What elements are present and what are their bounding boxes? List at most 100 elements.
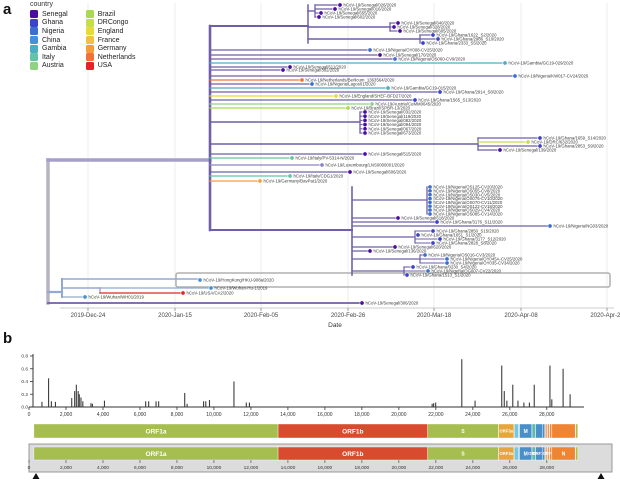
legend-color-swatch bbox=[30, 53, 38, 62]
tip-label: hCoV-19/Ghana/3177_S12/2020 bbox=[444, 237, 507, 242]
genome-axis-tick-label: 6,000 bbox=[134, 465, 146, 471]
tree-tip bbox=[502, 60, 508, 66]
tip-label: hCoV-19/Luxembourg/LNS0000001/2020 bbox=[326, 163, 405, 168]
panel-b-label: b bbox=[3, 330, 13, 347]
tree-tip bbox=[377, 52, 383, 58]
tip-label: hCoV-19/USA/CA2/2020 bbox=[187, 291, 235, 296]
tip-label: hCoV-19/Nigeria/Lagos01/2020 bbox=[316, 82, 377, 87]
tree-tip bbox=[497, 147, 503, 153]
tree-tip bbox=[444, 256, 450, 262]
tip-label: hCoV-19/Senegal/032/2020 bbox=[369, 110, 422, 115]
tree-tip bbox=[257, 178, 263, 184]
legend-item: Senegal bbox=[30, 10, 68, 19]
gene-label: S bbox=[461, 429, 465, 435]
tree-tip bbox=[362, 151, 368, 157]
legend-color-swatch bbox=[30, 10, 38, 19]
bar-x-tick-label: 26,000 bbox=[502, 412, 518, 418]
tree-axis-tick-label: 2020-Jan-15 bbox=[158, 313, 192, 319]
legend-country-label: USA bbox=[97, 62, 113, 70]
gene-segment bbox=[535, 423, 543, 439]
tip-label: hCoV-19/Nigeria/OG007-CV22/2020 bbox=[432, 269, 502, 274]
tree-tip bbox=[318, 10, 324, 16]
tree-axis-tick-label: 2020-Feb-05 bbox=[244, 313, 279, 319]
legend-item: China bbox=[30, 36, 68, 45]
tip-label: hCoV-19/Austria/CeMM0645/2020 bbox=[376, 102, 442, 107]
tree-tip bbox=[82, 294, 88, 300]
legend-country-label: China bbox=[42, 36, 61, 44]
genome-axis-tick-label: 26,000 bbox=[502, 465, 517, 471]
tree-tip bbox=[367, 248, 373, 254]
tree-tip bbox=[345, 105, 351, 111]
genome-axis-tick-label: 10,000 bbox=[207, 465, 222, 471]
tip-label: hCoV-19/Italy/PV-5314-N/2020 bbox=[296, 156, 355, 161]
tree-tip bbox=[287, 173, 293, 179]
gene-segment bbox=[531, 423, 536, 439]
gene-label: M bbox=[524, 429, 528, 435]
legend-color-swatch bbox=[85, 10, 94, 19]
tip-label: hCoV-19/England/SHEF-BFD27/2020 bbox=[340, 94, 413, 99]
gene-segment bbox=[498, 423, 515, 439]
tree-tip bbox=[319, 162, 325, 168]
bar-x-tick-label: 16,000 bbox=[317, 412, 333, 418]
bar-y-tick-label: 0.4 bbox=[21, 379, 28, 385]
tree-tip bbox=[427, 200, 433, 205]
legend-column: Senegal Ghana Nigeria China Gambia Italy Austr… bbox=[30, 10, 68, 70]
tree-axis-tick-label: 2020-Apr-08 bbox=[504, 313, 538, 319]
legend-country-label: Netherlands bbox=[97, 53, 136, 61]
tree-tip bbox=[427, 207, 433, 213]
tip-label: hCoV-19/Ghana/3176_S11/2020 bbox=[441, 220, 504, 225]
tree-tip bbox=[395, 215, 401, 221]
tip-label: hCoV-19/Senegal/620/2020 bbox=[399, 245, 452, 250]
tip-label: hCoV-19/Nigeria/OS075-CV10/2020 bbox=[434, 196, 504, 201]
tip-label: hCoV-19/Ghana/1622_S2/2020 bbox=[437, 33, 498, 38]
tree-tip bbox=[208, 285, 214, 291]
tip-label: hCoV-19/Senegal/016/2020 bbox=[339, 7, 392, 12]
legend-country-label: Senegal bbox=[42, 10, 68, 18]
bar-x-tick-label: 2,000 bbox=[60, 412, 73, 418]
tip-label: hCoV-19/Nigeria/OS122-CV18/2020 bbox=[434, 204, 504, 209]
legend-country-label: Ghana bbox=[42, 19, 64, 27]
tip-label: hCoV-19/Nigeria/OS125-CV20/2020 bbox=[434, 185, 504, 190]
tree-tip bbox=[362, 130, 368, 136]
tree-tip bbox=[362, 113, 368, 119]
legend-color-swatch bbox=[85, 44, 94, 53]
tip-label: hCoV-19/Nigeria/OS085-CV14/2020 bbox=[434, 212, 504, 217]
gene-label: ORF3a bbox=[499, 429, 513, 434]
gene-segment bbox=[519, 446, 533, 461]
tip-label: hCoV-19/Ghana/0230_S4/2020 bbox=[417, 265, 478, 270]
tip-label: hCoV-19/Senegal/673/2020 bbox=[369, 131, 422, 136]
tree-tip bbox=[425, 268, 431, 274]
tip-label: hCoV-19/Nigeria/OY035-CV34/2020 bbox=[451, 261, 521, 266]
tip-label: hCoV-19/Nigeria/OS060-CV9/2020 bbox=[399, 57, 466, 62]
gene-segment bbox=[519, 423, 533, 439]
tree-tip bbox=[359, 300, 365, 306]
genome-axis-tick-label: 16,000 bbox=[318, 465, 333, 471]
gene-segment bbox=[551, 423, 576, 439]
tip-label: hCoV-19/Senegal/067/2020 bbox=[369, 126, 422, 131]
tip-label: hCoV-19/Nigeria/NG03/2020 bbox=[554, 224, 609, 229]
tip-label: hCoV-19/Nigeria/OY045A-CV25/2020 bbox=[451, 257, 524, 262]
tip-label: hCoV-19/Senegal/515/2020 bbox=[369, 152, 422, 157]
bar-x-tick-label: 28,000 bbox=[539, 412, 555, 418]
bar-y-tick-label: 0.2 bbox=[21, 392, 28, 398]
tip-label: hCoV-19/Ghana/1513_S1/2020 bbox=[411, 273, 472, 278]
tip-label: hCoV-19/Ghana/2850_S15/2020 bbox=[437, 229, 500, 234]
legend-item: Ghana bbox=[30, 18, 68, 28]
tree-tip bbox=[395, 20, 401, 26]
legend-country-label: Gambia bbox=[42, 45, 67, 53]
genome-axis-tick-label: 4,000 bbox=[97, 465, 109, 471]
tip-label: hCoV-19/Senegal/655/2020 bbox=[325, 11, 378, 16]
tree-tip bbox=[397, 28, 403, 34]
tree-tip bbox=[410, 264, 416, 270]
tree-tip bbox=[537, 135, 543, 141]
panel-a-label: a bbox=[3, 1, 12, 18]
legend-item: Nigeria bbox=[30, 27, 68, 36]
legend-country-label: Austria bbox=[42, 62, 64, 70]
legend-country-label: England bbox=[97, 27, 124, 35]
tip-label: hCoV-19/Senegal/618/2020 bbox=[402, 216, 455, 221]
genome-axis-tick-label: 12,000 bbox=[244, 465, 259, 471]
tip-label: hCoV-19/Senegal/136/2020 bbox=[374, 249, 427, 254]
legend-country-label: Brazil bbox=[97, 10, 116, 18]
tip-label: hCoV-19/Ghana/2853_S9/2020 bbox=[544, 144, 605, 149]
tree-tip bbox=[430, 32, 436, 38]
